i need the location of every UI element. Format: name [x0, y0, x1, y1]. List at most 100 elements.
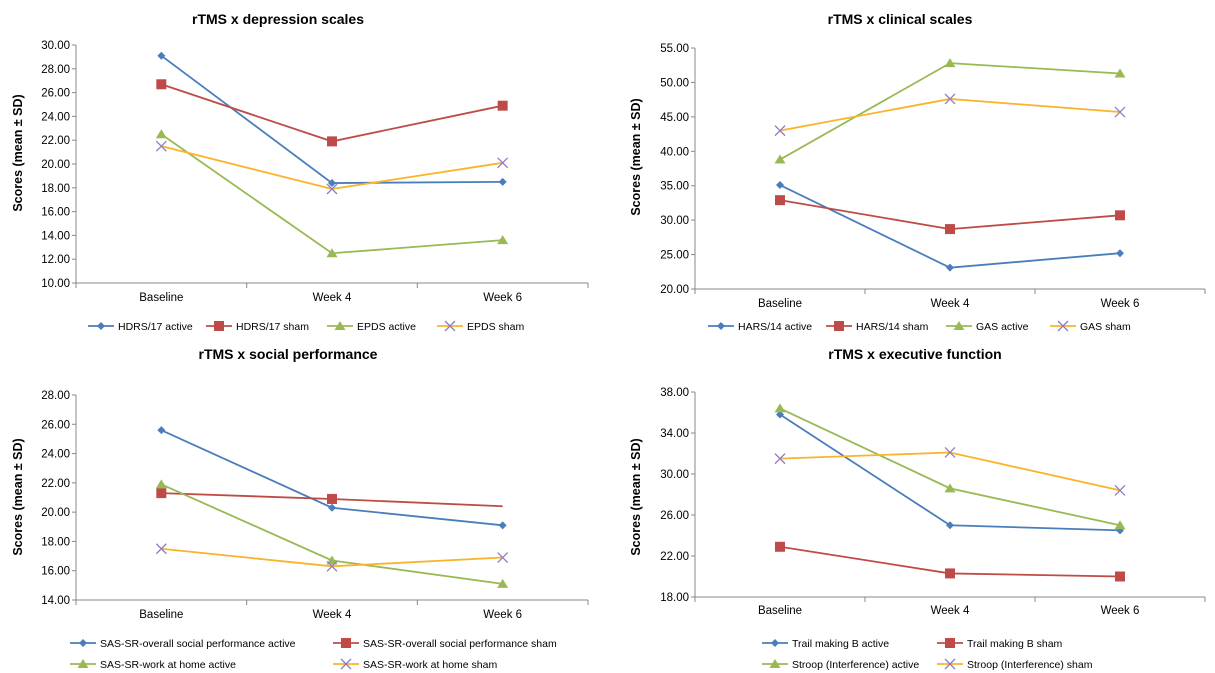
series-4 [155, 140, 509, 195]
y-tick-label: 14.00 [41, 230, 70, 242]
legend-label: EPDS active [357, 321, 416, 333]
legend-label: HARS/14 sham [856, 321, 929, 333]
y-axis-label: Scores (mean ± SD) [11, 94, 25, 211]
legend-entry: HDRS/17 sham [206, 321, 309, 333]
y-tick-label: 30.00 [660, 215, 689, 227]
series-3 [774, 403, 1126, 530]
series-line [160, 133, 503, 255]
series-line [779, 62, 1121, 161]
series-4 [155, 543, 509, 572]
y-axis-label: Scores (mean ± SD) [629, 438, 643, 555]
data-point [1114, 484, 1126, 496]
series-2 [775, 541, 1125, 582]
legend-label: Stroop (Interference) sham [967, 659, 1093, 671]
legend-marker [1057, 320, 1069, 332]
data-point [1114, 106, 1126, 118]
legend-marker [77, 659, 89, 668]
data-point [1115, 210, 1125, 221]
data-point [945, 568, 955, 579]
legend-label: Trail making B active [792, 638, 889, 650]
y-tick-label: 14.00 [41, 595, 70, 607]
legend-marker [717, 322, 725, 330]
series-1 [776, 181, 1124, 272]
legend-entry: SAS-SR-overall social performance sham [333, 638, 557, 650]
data-point [1114, 68, 1126, 78]
legend-marker [769, 659, 781, 668]
y-tick-label: 30.00 [660, 469, 689, 481]
data-point [776, 410, 784, 419]
y-tick-label: 20.00 [41, 507, 70, 519]
x-tick-label: Week 4 [313, 292, 352, 304]
data-point [326, 555, 338, 565]
data-point [498, 521, 507, 530]
y-axis-label: Scores (mean ± SD) [11, 438, 25, 555]
data-point [327, 136, 337, 147]
data-point [155, 129, 167, 139]
series-4 [774, 447, 1126, 496]
data-point [775, 541, 785, 552]
legend-entry: Trail making B active [762, 638, 889, 650]
y-tick-label: 20.00 [660, 284, 689, 296]
legend-entry: Trail making B sham [937, 638, 1063, 650]
legend-label: HDRS/17 sham [236, 321, 309, 333]
y-tick-label: 26.00 [660, 510, 689, 522]
x-tick-label: Week 6 [483, 609, 522, 621]
legend-entry: Stroop (Interference) sham [937, 658, 1093, 671]
legend-marker [79, 639, 87, 647]
y-tick-label: 22.00 [660, 551, 689, 563]
legend-label: SAS-SR-work at home sham [363, 659, 497, 671]
y-tick-label: 18.00 [41, 536, 70, 548]
y-tick-label: 55.00 [660, 43, 689, 55]
data-point [1115, 571, 1125, 582]
data-point [944, 483, 956, 493]
y-tick-label: 35.00 [660, 181, 689, 193]
x-tick-label: Week 4 [313, 609, 352, 621]
series-3 [155, 129, 509, 258]
legend-marker [944, 658, 956, 670]
x-tick-label: Week 6 [1101, 298, 1140, 310]
data-point [497, 552, 509, 563]
data-point [326, 248, 338, 258]
data-point [946, 521, 954, 530]
chart-title: rTMS x executive function [828, 346, 1001, 362]
y-tick-label: 40.00 [660, 146, 689, 158]
data-point [1114, 520, 1126, 530]
y-tick-label: 28.00 [41, 390, 70, 402]
y-axis-label: Scores (mean ± SD) [629, 98, 643, 215]
series-2 [775, 195, 1125, 235]
data-point [945, 224, 955, 235]
data-point [157, 51, 166, 60]
legend-label: SAS-SR-work at home active [100, 659, 236, 671]
data-point [328, 179, 336, 188]
legend-marker [334, 321, 346, 330]
data-point [328, 503, 336, 512]
data-point [776, 181, 784, 190]
chart-title: rTMS x depression scales [192, 11, 364, 27]
legend-marker [953, 321, 965, 330]
y-tick-label: 34.00 [660, 428, 689, 440]
x-tick-label: Baseline [758, 298, 802, 310]
x-tick-label: Week 6 [1101, 605, 1140, 617]
data-point [775, 195, 785, 206]
data-point [497, 578, 509, 588]
legend-label: HDRS/17 active [118, 321, 193, 333]
legend-label: GAS sham [1080, 321, 1131, 333]
y-tick-label: 24.00 [41, 111, 70, 123]
data-point [155, 479, 167, 489]
legend-marker [771, 639, 779, 647]
series-4 [774, 93, 1126, 137]
legend-marker [834, 321, 844, 331]
legend-marker [97, 322, 105, 330]
legend-marker [214, 321, 224, 331]
legend-marker [341, 638, 351, 648]
chart-title: rTMS x clinical scales [828, 11, 973, 27]
legend-entry: HARS/14 sham [826, 321, 929, 333]
legend-marker [444, 320, 456, 332]
legend-label: SAS-SR-overall social performance active [100, 638, 296, 650]
data-point [497, 235, 509, 245]
y-tick-label: 16.00 [41, 566, 70, 578]
data-point [155, 140, 167, 152]
y-tick-label: 50.00 [660, 77, 689, 89]
data-point [944, 447, 956, 458]
